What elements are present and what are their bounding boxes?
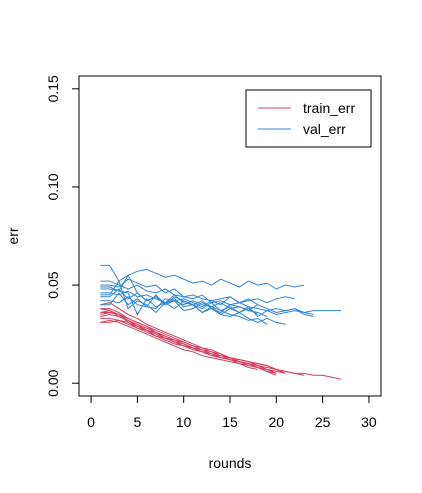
val_err-series-line-18	[100, 296, 268, 325]
val_err-series-line-14	[100, 278, 295, 304]
legend-label-train_err: train_err	[303, 100, 355, 116]
x-tick-label: 10	[176, 414, 192, 430]
x-tick-label: 15	[222, 414, 238, 430]
legend: train_err val_err	[245, 89, 372, 148]
train_err-series-line-10	[100, 313, 286, 374]
x-tick-label: 5	[133, 414, 141, 430]
x-axis-label: rounds	[209, 455, 252, 471]
x-tick-label: 20	[269, 414, 285, 430]
train_err-series-line-2	[100, 308, 305, 376]
y-tick-label: 0.00	[45, 369, 61, 396]
x-tick-label: 25	[315, 414, 331, 430]
series-layer	[100, 264, 342, 380]
val_err-series-line-20	[100, 290, 268, 317]
train_err-series-line-8	[100, 319, 258, 370]
x-tick-label: 30	[361, 414, 377, 430]
val_err-series-line-11	[100, 264, 305, 290]
x-tick-label: 0	[87, 414, 95, 430]
train_err-series-line-5	[100, 302, 268, 372]
val_err-series-line-19	[100, 274, 314, 317]
y-axis: 0.00 0.05 0.10 0.15	[45, 75, 80, 397]
legend-box	[245, 89, 372, 148]
y-axis-label: err	[5, 227, 21, 244]
legend-label-val_err: val_err	[303, 121, 346, 137]
val_err-series-line-12	[100, 280, 314, 315]
train_err-series-line-7	[100, 312, 286, 374]
y-tick-label: 0.10	[45, 173, 61, 200]
y-tick-label: 0.15	[45, 75, 61, 102]
x-axis: 0 5 10 15 20 25 30	[87, 395, 377, 430]
y-tick-label: 0.05	[45, 271, 61, 298]
